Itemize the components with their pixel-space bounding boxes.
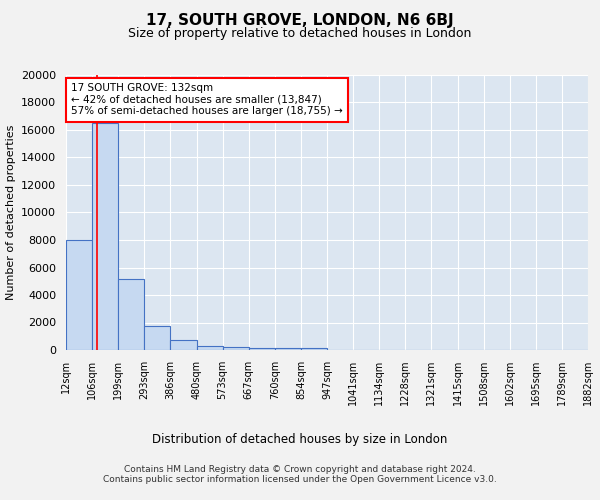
Bar [118, 278, 145, 350]
Bar [170, 340, 197, 350]
Bar [66, 240, 92, 350]
Y-axis label: Number of detached properties: Number of detached properties [5, 125, 16, 300]
Text: Distribution of detached houses by size in London: Distribution of detached houses by size … [152, 432, 448, 446]
Text: 17, SOUTH GROVE, LONDON, N6 6BJ: 17, SOUTH GROVE, LONDON, N6 6BJ [146, 12, 454, 28]
Bar [275, 348, 301, 350]
Text: Size of property relative to detached houses in London: Size of property relative to detached ho… [128, 28, 472, 40]
Text: 17 SOUTH GROVE: 132sqm
← 42% of detached houses are smaller (13,847)
57% of semi: 17 SOUTH GROVE: 132sqm ← 42% of detached… [71, 83, 343, 116]
Bar [197, 346, 223, 350]
Text: Contains public sector information licensed under the Open Government Licence v3: Contains public sector information licen… [103, 475, 497, 484]
Bar [145, 326, 170, 350]
Bar [92, 123, 118, 350]
Text: Contains HM Land Registry data © Crown copyright and database right 2024.: Contains HM Land Registry data © Crown c… [124, 465, 476, 474]
Bar [301, 348, 327, 350]
Bar [223, 347, 249, 350]
Bar [249, 348, 275, 350]
